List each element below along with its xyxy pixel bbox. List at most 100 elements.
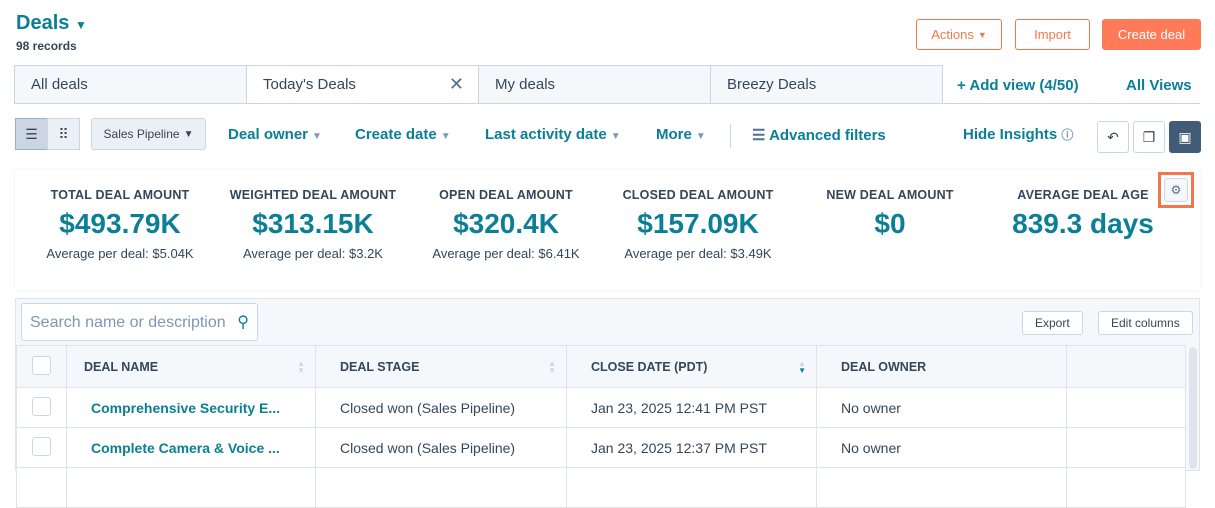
pipeline-select[interactable]: Sales Pipeline ▼ bbox=[91, 118, 206, 150]
tab-label: My deals bbox=[495, 76, 556, 93]
checkbox[interactable] bbox=[32, 355, 51, 375]
table-row bbox=[16, 467, 1186, 508]
sort-icon[interactable]: ▲ ▼ bbox=[548, 359, 556, 375]
advanced-filters-button[interactable]: ☰ Advanced filters bbox=[752, 126, 886, 144]
import-button[interactable]: Import bbox=[1015, 19, 1090, 50]
insights-panel: TOTAL DEAL AMOUNT $493.79K Average per dea… bbox=[15, 170, 1200, 290]
tab-breezy-deals[interactable]: Breezy Deals bbox=[710, 65, 943, 104]
deal-owner-filter[interactable]: Deal owner ▼ bbox=[228, 126, 322, 143]
insight-age: AVERAGE DEAL AGE 839.3 days bbox=[983, 188, 1183, 240]
checkbox[interactable] bbox=[32, 436, 51, 456]
row-select[interactable] bbox=[16, 427, 67, 468]
tab-label: All deals bbox=[31, 76, 88, 93]
column-label: DEAL OWNER bbox=[841, 359, 927, 374]
filter-label: Last activity date bbox=[485, 126, 607, 143]
board-view-icon[interactable]: ⠿ bbox=[47, 118, 80, 150]
column-deal-stage[interactable]: DEAL STAGE ▲ ▼ bbox=[315, 345, 567, 388]
deal-owner: No owner bbox=[816, 427, 1067, 468]
divider bbox=[730, 124, 731, 148]
table-row: Comprehensive Security E... Closed won (… bbox=[16, 387, 1186, 428]
hide-insights-button[interactable]: Hide Insights ⓘ bbox=[963, 126, 1073, 143]
last-activity-filter[interactable]: Last activity date ▼ bbox=[485, 126, 621, 143]
deal-owner: No owner bbox=[816, 387, 1067, 428]
filter-label: More bbox=[656, 126, 692, 143]
sort-icon[interactable]: ▲ ▼ bbox=[297, 359, 305, 375]
tab-my-deals[interactable]: My deals bbox=[478, 65, 711, 104]
insight-label: WEIGHTED DEAL AMOUNT bbox=[229, 188, 397, 202]
pipeline-label: Sales Pipeline bbox=[103, 127, 180, 141]
column-close-date[interactable]: CLOSE DATE (PDT) ▲ ▼ bbox=[566, 345, 817, 388]
insight-label: CLOSED DEAL AMOUNT bbox=[622, 188, 774, 202]
insight-value: $313.15K bbox=[252, 208, 374, 239]
actions-button[interactable]: Actions ▼ bbox=[916, 19, 1002, 50]
insight-sub: Average per deal: $3.2K bbox=[243, 246, 383, 261]
view-tabs: All deals Today's Deals ✕ My deals Breezy… bbox=[14, 65, 943, 104]
close-icon[interactable]: ✕ bbox=[448, 74, 464, 94]
save-icon: ▣ bbox=[1178, 128, 1192, 145]
clone-button[interactable]: ❐ bbox=[1133, 121, 1165, 153]
deal-name-link[interactable]: Comprehensive Security E... bbox=[66, 387, 316, 428]
insight-sub: Average per deal: $6.41K bbox=[432, 246, 580, 261]
insight-value: $157.09K bbox=[637, 208, 759, 239]
tabs-divider bbox=[15, 103, 1200, 104]
insight-value: $0 bbox=[874, 208, 906, 239]
close-date: Jan 23, 2025 12:41 PM PST bbox=[566, 387, 817, 428]
caret-down-icon: ▼ bbox=[977, 29, 987, 40]
search-input[interactable]: Search name or description ⚲ bbox=[21, 303, 258, 341]
create-deal-button[interactable]: Create deal bbox=[1102, 19, 1201, 50]
list-view-icon[interactable]: ☰ bbox=[15, 118, 48, 150]
deals-table-panel: Search name or description ⚲ Export Edit … bbox=[15, 298, 1200, 508]
tab-label: Today's Deals bbox=[263, 76, 356, 93]
search-placeholder: Search name or description bbox=[30, 314, 226, 331]
insight-open: OPEN DEAL AMOUNT $320.4K Average per deal:… bbox=[406, 188, 606, 261]
add-view-button[interactable]: + Add view (4/50) bbox=[957, 77, 1079, 94]
edit-columns-button[interactable]: Edit columns bbox=[1098, 311, 1193, 335]
insights-settings-button[interactable]: ⚙ bbox=[1158, 172, 1194, 208]
chevron-down-icon: ▼ bbox=[74, 18, 87, 32]
table-row: Complete Camera & Voice ... Closed won (… bbox=[16, 427, 1186, 468]
column-label: DEAL NAME bbox=[84, 359, 159, 374]
caret-down-icon: ▼ bbox=[695, 131, 706, 142]
insight-label: NEW DEAL AMOUNT bbox=[826, 188, 954, 202]
save-button[interactable]: ▣ bbox=[1169, 121, 1201, 153]
insight-total: TOTAL DEAL AMOUNT $493.79K Average per dea… bbox=[20, 188, 220, 261]
filter-label: Advanced filters bbox=[769, 127, 886, 144]
sort-desc-icon[interactable]: ▲ ▼ bbox=[798, 359, 806, 375]
caret-down-icon: ▼ bbox=[610, 131, 621, 142]
caret-down-icon: ▼ bbox=[183, 128, 194, 140]
column-empty bbox=[1066, 345, 1186, 388]
column-deal-owner[interactable]: DEAL OWNER bbox=[816, 345, 1067, 388]
insight-value: $493.79K bbox=[59, 208, 181, 239]
row-select[interactable] bbox=[16, 387, 67, 428]
caret-down-icon: ▼ bbox=[312, 131, 322, 142]
actions-label: Actions bbox=[931, 27, 974, 42]
close-date: Jan 23, 2025 12:37 PM PST bbox=[566, 427, 817, 468]
all-views-button[interactable]: All Views bbox=[1126, 77, 1192, 94]
undo-icon: ↶ bbox=[1107, 128, 1119, 145]
export-button[interactable]: Export bbox=[1022, 311, 1083, 335]
filter-label: Deal owner bbox=[228, 126, 309, 143]
select-all[interactable] bbox=[16, 345, 67, 388]
deal-stage: Closed won (Sales Pipeline) bbox=[315, 427, 567, 468]
deal-name-link[interactable]: Complete Camera & Voice ... bbox=[66, 427, 316, 468]
insight-closed: CLOSED DEAL AMOUNT $157.09K Average per de… bbox=[598, 188, 798, 261]
page-title[interactable]: Deals ▼ bbox=[16, 12, 87, 35]
create-date-filter[interactable]: Create date ▼ bbox=[355, 126, 451, 143]
column-label: DEAL STAGE bbox=[340, 359, 420, 374]
empty-cell bbox=[1066, 427, 1186, 468]
insight-new: NEW DEAL AMOUNT $0 bbox=[790, 188, 990, 240]
filter-label: Create date bbox=[355, 126, 437, 143]
tab-all-deals[interactable]: All deals bbox=[14, 65, 247, 104]
insight-label: OPEN DEAL AMOUNT bbox=[439, 188, 573, 202]
filter-lines-icon: ☰ bbox=[752, 127, 770, 144]
insight-label: AVERAGE DEAL AGE bbox=[1017, 188, 1149, 202]
vertical-scrollbar[interactable] bbox=[1189, 347, 1197, 469]
checkbox[interactable] bbox=[32, 396, 51, 416]
gear-icon: ⚙ bbox=[1164, 178, 1188, 202]
column-deal-name[interactable]: DEAL NAME ▲ ▼ bbox=[66, 345, 316, 388]
undo-button[interactable]: ↶ bbox=[1097, 121, 1129, 153]
tab-todays-deals[interactable]: Today's Deals ✕ bbox=[246, 65, 479, 104]
more-filter[interactable]: More ▼ bbox=[656, 126, 706, 143]
filter-label: Hide Insights bbox=[963, 126, 1058, 143]
tab-label: Breezy Deals bbox=[727, 76, 817, 93]
